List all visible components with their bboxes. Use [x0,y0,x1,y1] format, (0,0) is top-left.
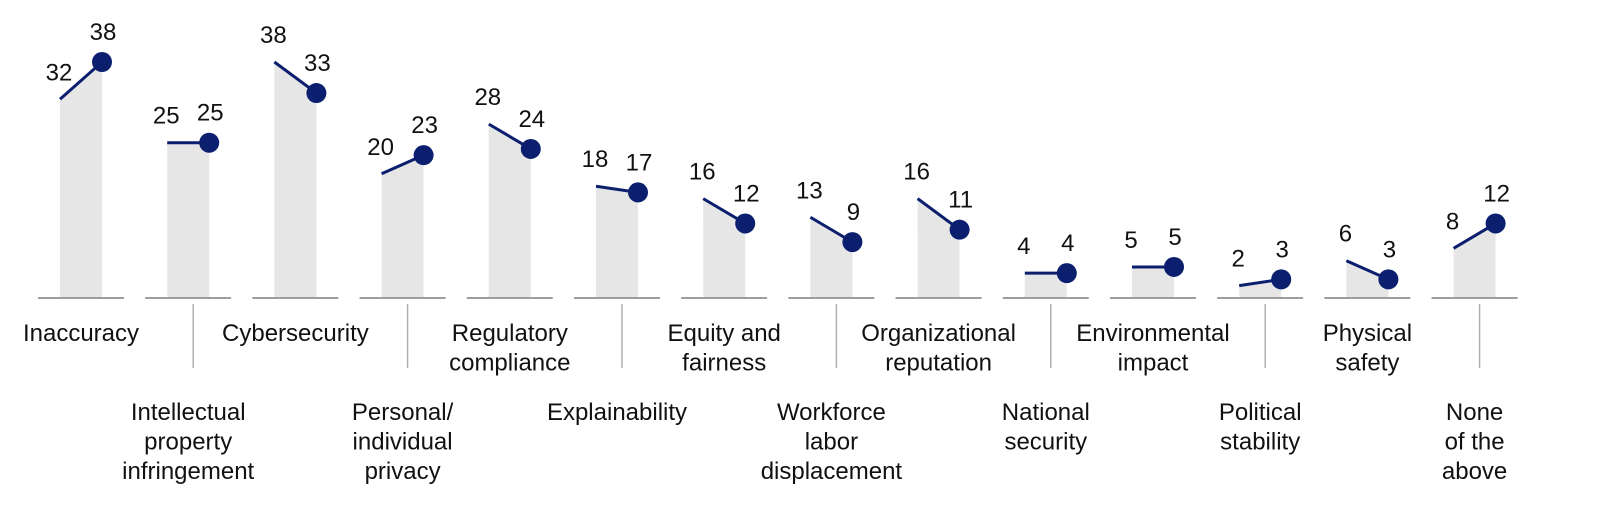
start-value-label-4: 28 [474,84,501,111]
start-value-label-6: 16 [689,159,716,186]
end-value-label-9: 4 [1061,230,1074,257]
start-value-label-7: 13 [796,177,823,204]
category-label-11: Political stability [1219,399,1302,456]
bar-4 [488,124,531,299]
start-value-label-3: 20 [367,134,394,161]
end-value-label-3: 23 [411,112,438,139]
end-point-5 [628,182,648,203]
start-value-label-12: 6 [1339,221,1352,248]
category-label-10: Environmental impact [1076,320,1229,377]
end-point-1 [199,132,220,153]
bar-3 [381,155,424,298]
category-label-13: None of the above [1442,399,1507,485]
end-point-2 [306,83,327,104]
bar-2 [274,62,317,298]
start-value-label-0: 32 [46,59,73,86]
start-value-label-9: 4 [1017,233,1030,260]
end-point-12 [1378,269,1399,290]
bar-12 [1346,260,1389,298]
bar-10 [1132,266,1174,298]
category-label-9: National security [1002,399,1090,456]
end-value-label-8: 11 [948,187,973,214]
start-value-label-8: 16 [903,159,930,186]
end-point-11 [1271,269,1292,290]
category-label-5: Explainability [547,399,687,426]
end-point-6 [735,213,756,234]
bar-1 [167,142,210,298]
start-value-label-1: 25 [153,103,180,130]
start-value-label-13: 8 [1446,208,1459,235]
end-value-label-1: 25 [197,100,224,127]
end-point-10 [1164,256,1184,277]
category-label-2: Cybersecurity [222,320,369,347]
category-label-12: Physical safety [1323,320,1412,377]
series-layer [59,52,1506,290]
category-label-3: Personal/individual privacy [352,399,454,485]
category-label-4: Regulatory compliance [449,320,570,377]
end-value-label-12: 3 [1383,236,1396,263]
end-value-label-5: 17 [626,149,653,176]
end-point-8 [949,219,970,240]
category-label-1: Intellectual property infringement [122,399,254,485]
end-point-9 [1056,263,1077,284]
end-value-label-2: 33 [304,50,331,77]
end-point-3 [413,145,434,166]
start-value-label-10: 5 [1124,227,1137,254]
end-value-label-4: 24 [518,106,545,133]
end-value-label-0: 38 [90,19,117,46]
category-label-7: Workforce labor displacement [761,399,903,485]
category-labels-layer: Inaccuracy Intellectual property infringeme… [23,304,1507,485]
end-point-0 [92,52,112,72]
start-value-label-2: 38 [260,22,287,49]
end-value-label-13: 12 [1483,180,1510,207]
category-label-0: Inaccuracy [23,320,139,347]
end-value-label-6: 12 [733,180,760,207]
end-value-label-11: 3 [1276,236,1289,263]
end-point-7 [842,232,863,253]
end-value-label-7: 9 [847,199,860,226]
bar-5 [596,186,638,298]
end-value-label-10: 5 [1168,224,1181,251]
end-point-13 [1485,213,1506,234]
category-label-8: Organizational reputation [861,320,1016,377]
start-value-label-11: 2 [1232,246,1245,273]
bar-6 [703,198,746,298]
end-point-4 [520,138,541,159]
bar-13 [1453,223,1496,298]
bar-0 [60,62,102,298]
bar-11 [1239,279,1282,298]
bar-9 [1024,273,1067,298]
category-label-6: Equity and fairness [667,320,780,377]
start-value-label-5: 18 [582,146,609,173]
